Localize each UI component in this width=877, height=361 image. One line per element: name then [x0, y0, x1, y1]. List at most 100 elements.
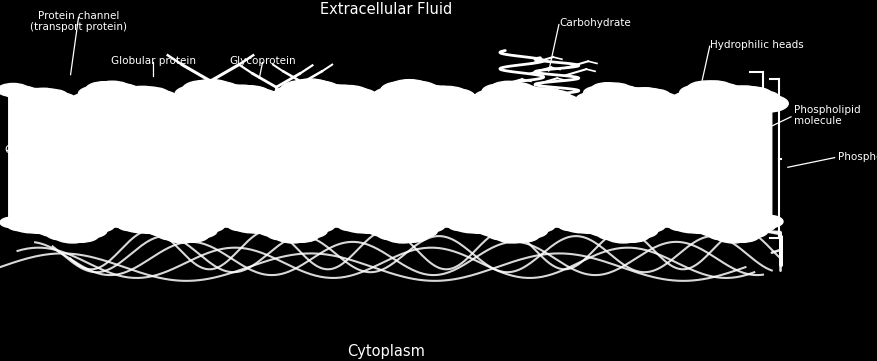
Circle shape — [537, 90, 571, 104]
Circle shape — [71, 93, 108, 108]
Circle shape — [702, 83, 742, 100]
Circle shape — [404, 84, 446, 101]
Circle shape — [431, 215, 460, 227]
Circle shape — [459, 99, 497, 115]
Circle shape — [568, 99, 601, 112]
Circle shape — [22, 219, 55, 233]
Circle shape — [319, 85, 362, 103]
Circle shape — [467, 96, 504, 112]
Circle shape — [19, 88, 53, 102]
Circle shape — [201, 215, 232, 228]
Circle shape — [588, 222, 624, 237]
Circle shape — [116, 87, 154, 103]
Circle shape — [289, 79, 332, 97]
Circle shape — [123, 86, 162, 103]
Circle shape — [250, 97, 294, 115]
Circle shape — [175, 85, 217, 103]
Text: Alpha-Helix protein
(Integral protein): Alpha-Helix protein (Integral protein) — [384, 195, 484, 217]
Circle shape — [235, 220, 266, 233]
Circle shape — [82, 218, 115, 232]
Circle shape — [583, 86, 616, 99]
Circle shape — [620, 88, 655, 102]
Circle shape — [752, 215, 783, 228]
Circle shape — [531, 215, 563, 228]
Circle shape — [146, 95, 186, 112]
Circle shape — [695, 81, 734, 97]
Circle shape — [581, 220, 616, 234]
Circle shape — [266, 225, 303, 240]
Circle shape — [210, 215, 239, 227]
Circle shape — [435, 89, 475, 105]
Text: Surface protein: Surface protein — [310, 161, 391, 171]
Circle shape — [131, 87, 170, 104]
Circle shape — [292, 224, 327, 238]
Circle shape — [628, 88, 663, 102]
Circle shape — [482, 84, 519, 99]
Circle shape — [160, 97, 202, 114]
Circle shape — [153, 98, 194, 115]
Circle shape — [78, 86, 116, 101]
Circle shape — [86, 82, 124, 97]
Circle shape — [614, 227, 650, 242]
Circle shape — [54, 228, 91, 243]
Circle shape — [275, 228, 311, 243]
Circle shape — [709, 86, 749, 102]
Circle shape — [64, 98, 100, 113]
Circle shape — [182, 81, 225, 98]
Text: Cholesterol: Cholesterol — [4, 145, 64, 155]
Circle shape — [190, 79, 232, 97]
Circle shape — [606, 86, 639, 100]
Circle shape — [411, 219, 445, 232]
Circle shape — [205, 84, 248, 102]
Circle shape — [381, 82, 423, 99]
Circle shape — [668, 219, 697, 231]
Circle shape — [698, 222, 735, 237]
Circle shape — [385, 228, 421, 243]
Circle shape — [296, 81, 339, 99]
Circle shape — [139, 220, 175, 234]
Circle shape — [742, 219, 775, 232]
Circle shape — [63, 227, 99, 242]
Circle shape — [498, 82, 534, 97]
Bar — [758, 124, 766, 132]
Circle shape — [326, 86, 370, 103]
Circle shape — [108, 86, 146, 102]
Polygon shape — [9, 93, 772, 231]
Circle shape — [41, 93, 76, 107]
Circle shape — [623, 224, 658, 238]
Circle shape — [512, 224, 547, 238]
Circle shape — [661, 217, 688, 228]
Circle shape — [724, 86, 765, 103]
Circle shape — [168, 92, 210, 109]
Circle shape — [34, 89, 68, 103]
Circle shape — [558, 219, 587, 231]
Circle shape — [15, 220, 46, 233]
Circle shape — [376, 225, 413, 240]
Circle shape — [331, 217, 357, 228]
Text: Phospholipid
molecule: Phospholipid molecule — [794, 105, 860, 126]
Circle shape — [478, 222, 514, 237]
Circle shape — [250, 220, 285, 234]
Circle shape — [258, 97, 302, 115]
Circle shape — [462, 219, 496, 233]
Circle shape — [529, 88, 564, 102]
Circle shape — [551, 217, 577, 228]
Circle shape — [56, 100, 92, 114]
Circle shape — [7, 219, 36, 231]
Circle shape — [451, 97, 489, 114]
Circle shape — [0, 217, 26, 228]
Circle shape — [266, 92, 310, 110]
Circle shape — [687, 81, 726, 97]
Circle shape — [118, 219, 146, 231]
Circle shape — [4, 86, 37, 99]
Circle shape — [72, 224, 107, 238]
Circle shape — [283, 227, 319, 242]
Circle shape — [560, 101, 593, 114]
Circle shape — [342, 93, 385, 110]
Circle shape — [443, 93, 482, 109]
Circle shape — [30, 220, 65, 234]
Circle shape — [373, 87, 415, 105]
Circle shape — [632, 219, 666, 232]
Circle shape — [495, 228, 531, 243]
Circle shape — [635, 89, 671, 104]
